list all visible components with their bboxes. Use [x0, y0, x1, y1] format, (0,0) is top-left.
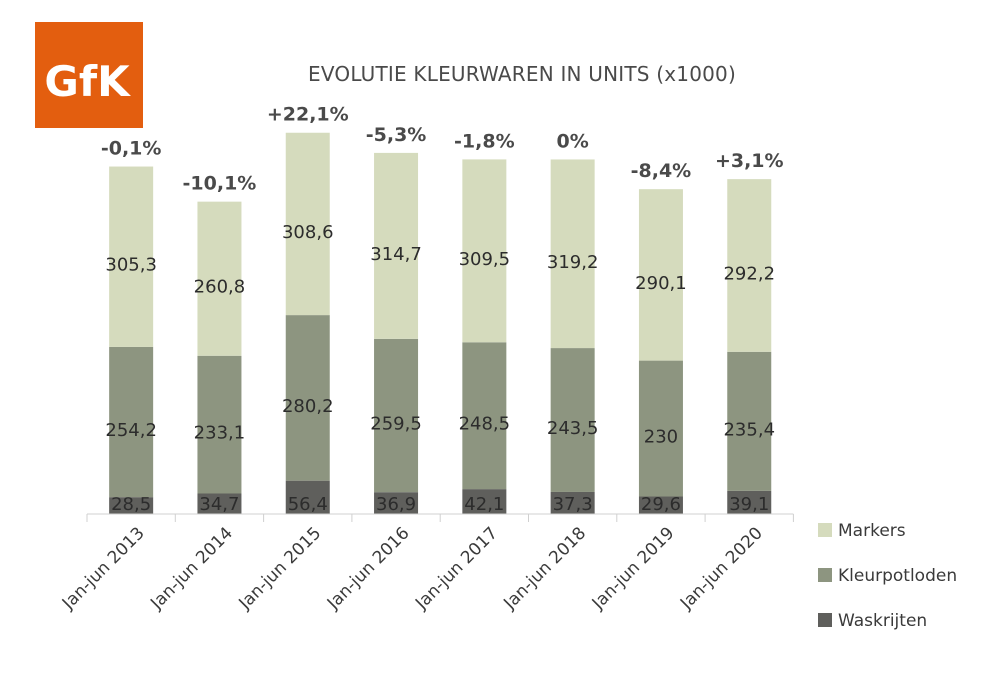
bar-segment-kleurpotloden	[550, 348, 595, 492]
data-label-markers: 309,5	[459, 249, 511, 270]
data-label-markers: 292,2	[723, 263, 775, 284]
x-axis-tick-label: Jan-jun 2017	[411, 523, 502, 614]
bar-segment-waskrijten	[727, 490, 772, 514]
bar-segment-markers	[109, 166, 154, 347]
gfk-logo: GfK	[35, 22, 143, 128]
x-axis-ticks	[86, 514, 794, 522]
data-label-kleurpotloden: 243,5	[547, 418, 599, 439]
change-label: -1,8%	[454, 130, 515, 152]
data-label-markers: 308,6	[282, 222, 334, 243]
bar-segment-kleurpotloden	[109, 346, 154, 498]
data-label-markers: 290,1	[635, 273, 687, 294]
x-axis-tick-label: Jan-jun 2020	[676, 523, 767, 614]
data-label-waskrijten: 29,6	[641, 494, 681, 515]
data-label-waskrijten: 39,1	[729, 494, 769, 515]
bars-layer: 28,5 254,2 305,3 -0,1% 34,7 233,1 260,8 -10,1% 5…	[101, 104, 784, 515]
change-label: +3,1%	[715, 150, 784, 172]
data-label-kleurpotloden: 254,2	[105, 420, 157, 441]
data-label-kleurpotloden: 235,4	[723, 419, 775, 440]
bar-segment-kleurpotloden	[285, 315, 330, 481]
data-label-markers: 319,2	[547, 252, 599, 273]
bar-segment-markers	[197, 201, 242, 356]
change-label: -0,1%	[101, 138, 162, 160]
data-label-waskrijten: 28,5	[111, 494, 151, 515]
data-label-markers: 260,8	[194, 277, 246, 298]
bar-segment-kleurpotloden	[727, 351, 772, 491]
change-label: +22,1%	[267, 104, 349, 126]
bar-segment-kleurpotloden	[197, 355, 242, 494]
bar-segment-waskrijten	[638, 496, 683, 514]
bar-segment-waskrijten	[462, 489, 507, 514]
data-label-kleurpotloden: 233,1	[194, 423, 246, 444]
bar-segment-markers	[374, 152, 419, 339]
data-label-kleurpotloden: 280,2	[282, 396, 334, 417]
data-label-kleurpotloden: 248,5	[459, 414, 511, 435]
x-axis-tick-label: Jan-jun 2013	[58, 523, 149, 614]
x-axis-tick-label: Jan-jun 2016	[323, 523, 414, 614]
data-label-waskrijten: 36,9	[376, 494, 416, 515]
legend: Markers Kleurpotloden Waskrijten	[818, 521, 957, 631]
change-label: -8,4%	[631, 160, 692, 182]
data-label-markers: 305,3	[105, 255, 157, 276]
legend-swatch-kleurpotloden	[818, 568, 832, 582]
legend-label-markers: Markers	[838, 521, 906, 541]
data-label-waskrijten: 42,1	[464, 494, 504, 515]
x-axis-tick-label: Jan-jun 2014	[146, 523, 237, 614]
legend-swatch-waskrijten	[818, 613, 832, 627]
gfk-logo-text: GfK	[44, 57, 131, 106]
gfk-logo-background	[35, 22, 143, 128]
change-label: -10,1%	[183, 173, 257, 195]
bar-segment-waskrijten	[109, 497, 154, 514]
bar-segment-waskrijten	[550, 491, 595, 514]
x-axis-tick-label: Jan-jun 2019	[588, 523, 679, 614]
bar-segment-waskrijten	[285, 480, 330, 514]
bar-segment-markers	[285, 132, 330, 316]
bar-segment-markers	[550, 159, 595, 349]
bar-segment-markers	[727, 179, 772, 352]
legend-label-waskrijten: Waskrijten	[838, 611, 927, 631]
data-label-kleurpotloden: 259,5	[370, 414, 422, 435]
legend-swatch-markers	[818, 523, 832, 537]
data-label-waskrijten: 56,4	[288, 494, 328, 515]
bar-segment-markers	[462, 159, 507, 343]
change-label: -5,3%	[366, 124, 427, 146]
x-axis-tick-label: Jan-jun 2015	[235, 523, 326, 614]
data-label-waskrijten: 34,7	[199, 494, 239, 515]
bar-segment-kleurpotloden	[638, 360, 683, 497]
change-label: 0%	[557, 130, 589, 152]
bar-segment-waskrijten	[374, 492, 419, 514]
data-label-markers: 314,7	[370, 244, 422, 265]
data-label-waskrijten: 37,3	[553, 494, 593, 515]
bar-segment-kleurpotloden	[462, 342, 507, 490]
data-label-kleurpotloden: 230	[644, 427, 678, 448]
bar-segment-kleurpotloden	[374, 338, 419, 493]
bar-segment-markers	[638, 189, 683, 361]
chart-title: EVOLUTIE KLEURWAREN IN UNITS (x1000)	[308, 62, 736, 86]
legend-label-kleurpotloden: Kleurpotloden	[838, 566, 957, 586]
bar-segment-waskrijten	[197, 493, 242, 514]
x-axis-tick-label: Jan-jun 2018	[499, 523, 590, 614]
